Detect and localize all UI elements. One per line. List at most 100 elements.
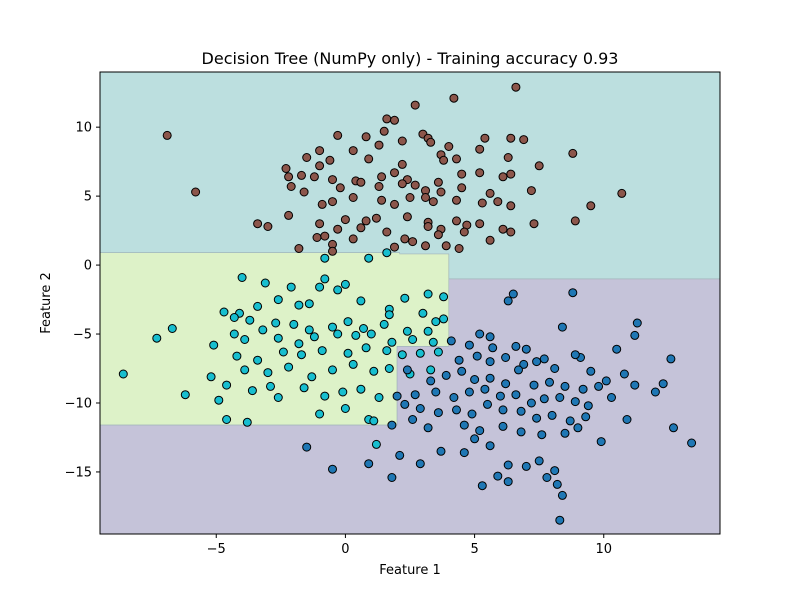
point-brown — [586, 201, 596, 211]
point-brown — [317, 199, 327, 209]
point-brown — [315, 146, 325, 156]
point-brown — [281, 164, 291, 173]
point-brown — [410, 180, 420, 190]
point-cyan — [379, 319, 389, 329]
point-blue — [485, 332, 495, 342]
plot-frame — [99, 71, 721, 535]
point-brown — [390, 115, 399, 125]
point-cyan — [258, 325, 268, 335]
y-tick-label: −15 — [65, 465, 92, 480]
point-brown — [503, 153, 513, 162]
point-brown — [328, 175, 337, 185]
point-blue — [565, 416, 575, 426]
point-brown — [423, 222, 433, 231]
point-cyan — [152, 333, 162, 343]
point-cyan — [320, 274, 330, 284]
y-tick-label: −5 — [73, 328, 92, 343]
point-blue — [508, 289, 518, 299]
point-brown — [410, 100, 420, 110]
point-cyan — [209, 340, 219, 350]
point-cyan — [118, 369, 128, 379]
point-blue — [612, 344, 622, 354]
point-brown — [421, 193, 430, 202]
point-blue — [687, 438, 697, 448]
point-cyan — [382, 248, 392, 258]
point-cyan — [418, 308, 428, 318]
point-blue — [586, 366, 596, 376]
point-blue — [557, 490, 567, 500]
point-blue — [302, 442, 312, 452]
point-cyan — [304, 325, 314, 335]
point-brown — [405, 193, 415, 202]
plot-area — [99, 71, 721, 535]
point-blue — [568, 288, 578, 298]
point-cyan — [253, 355, 263, 365]
point-cyan — [273, 393, 283, 402]
point-cyan — [371, 439, 381, 449]
point-brown — [570, 216, 580, 226]
point-brown — [452, 195, 461, 205]
point-blue — [477, 481, 487, 491]
point-brown — [191, 187, 201, 197]
point-cyan — [206, 372, 216, 382]
point-cyan — [317, 346, 327, 356]
point-brown — [449, 93, 459, 103]
point-blue — [475, 426, 485, 436]
point-blue — [470, 434, 480, 444]
point-cyan — [328, 322, 337, 332]
point-blue — [485, 357, 495, 367]
point-cyan — [229, 329, 239, 339]
point-blue — [387, 473, 397, 482]
point-blue — [495, 391, 505, 401]
point-cyan — [439, 314, 449, 324]
point-cyan — [415, 348, 425, 358]
point-cyan — [439, 292, 449, 302]
point-cyan — [423, 289, 433, 299]
point-cyan — [374, 393, 384, 402]
point-cyan — [351, 330, 361, 340]
point-cyan — [423, 326, 433, 336]
point-brown — [480, 133, 490, 143]
y-axis-ticks: −15 −10 −5 0 5 10 — [65, 121, 100, 480]
point-cyan — [240, 365, 250, 375]
point-brown — [433, 230, 443, 240]
point-brown — [374, 182, 384, 191]
y-tick-label: 5 — [84, 190, 92, 205]
point-brown — [302, 153, 312, 162]
point-blue — [415, 404, 425, 413]
y-tick-label: 0 — [84, 259, 92, 274]
point-blue — [547, 410, 557, 420]
point-brown — [333, 130, 343, 140]
point-blue — [415, 459, 425, 469]
point-blue — [485, 373, 495, 383]
point-blue — [607, 393, 616, 402]
point-cyan — [315, 282, 325, 292]
point-brown — [253, 219, 263, 229]
point-brown — [475, 144, 485, 154]
point-blue — [521, 344, 531, 354]
point-cyan — [315, 409, 325, 419]
point-blue — [433, 408, 443, 418]
point-cyan — [384, 364, 394, 373]
point-blue — [632, 318, 642, 328]
point-blue — [529, 380, 539, 390]
x-tick-label: 0 — [341, 542, 349, 557]
point-blue — [650, 387, 660, 397]
point-brown — [377, 172, 387, 182]
point-blue — [669, 423, 678, 433]
point-brown — [498, 172, 508, 182]
point-blue — [503, 296, 513, 306]
point-brown — [441, 241, 451, 251]
point-blue — [581, 412, 591, 422]
point-cyan — [343, 348, 353, 358]
point-blue — [534, 456, 544, 466]
point-brown — [286, 182, 296, 191]
point-cyan — [284, 362, 294, 372]
point-brown — [382, 227, 392, 237]
point-cyan — [253, 301, 263, 311]
point-cyan — [338, 387, 348, 397]
point-blue — [459, 420, 469, 430]
point-brown — [439, 155, 449, 165]
point-blue — [501, 379, 511, 389]
point-blue — [364, 459, 374, 469]
